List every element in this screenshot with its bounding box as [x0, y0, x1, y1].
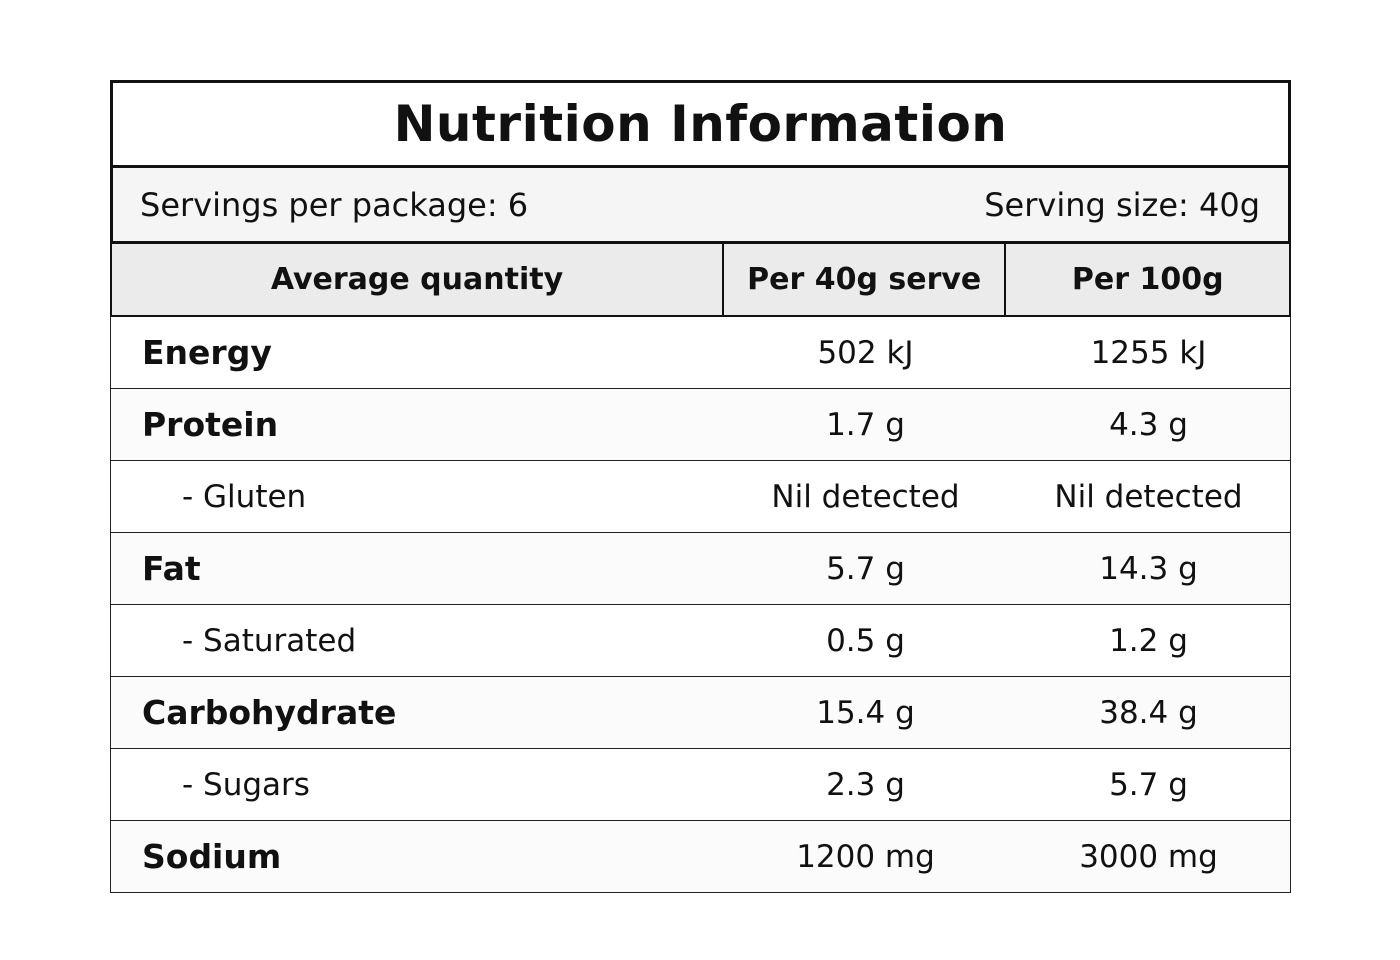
row-per-serve: 502 kJ [817, 334, 914, 371]
row-per-100g: 4.3 g [1109, 406, 1188, 443]
table-row: Protein 1.7 g 4.3 g [110, 389, 1291, 461]
row-label: - Gluten [182, 478, 307, 515]
row-label: Carbohydrate [142, 693, 397, 732]
row-label: Fat [142, 549, 201, 588]
row-per-100g: 3000 mg [1079, 838, 1218, 875]
title-box: Nutrition Information [110, 80, 1291, 168]
table-header: Average quantity Per 40g serve Per 100g [110, 244, 1291, 317]
table-row: - Sugars 2.3 g 5.7 g [110, 749, 1291, 821]
row-per-serve: 1200 mg [796, 838, 935, 875]
row-label: - Saturated [182, 622, 357, 659]
row-label: Protein [142, 405, 279, 444]
table-row: Carbohydrate 15.4 g 38.4 g [110, 677, 1291, 749]
row-per-serve: Nil detected [771, 478, 960, 515]
row-per-100g: Nil detected [1054, 478, 1243, 515]
row-per-serve: 15.4 g [816, 694, 915, 731]
row-per-100g: 1.2 g [1109, 622, 1188, 659]
table-row: - Gluten Nil detected Nil detected [110, 461, 1291, 533]
table-row: Sodium 1200 mg 3000 mg [110, 821, 1291, 893]
row-per-serve: 1.7 g [826, 406, 905, 443]
row-per-100g: 38.4 g [1099, 694, 1198, 731]
header-per-serve: Per 40g serve [724, 244, 1007, 315]
row-per-serve: 5.7 g [826, 550, 905, 587]
serving-size: Serving size: 40g [984, 185, 1260, 224]
row-per-100g: 1255 kJ [1090, 334, 1207, 371]
row-per-serve: 0.5 g [826, 622, 905, 659]
table-row: Energy 502 kJ 1255 kJ [110, 317, 1291, 389]
panel-title: Nutrition Information [393, 95, 1008, 153]
header-per-100g: Per 100g [1071, 262, 1224, 297]
table-row: - Saturated 0.5 g 1.2 g [110, 605, 1291, 677]
row-per-100g: 5.7 g [1109, 766, 1188, 803]
row-per-100g: 14.3 g [1099, 550, 1198, 587]
table-row: Fat 5.7 g 14.3 g [110, 533, 1291, 605]
header-average-quantity: Average quantity [112, 244, 724, 315]
nutrition-panel: Nutrition Information Servings per packa… [110, 80, 1291, 893]
row-label: - Sugars [182, 766, 310, 803]
row-label: Energy [142, 333, 272, 372]
row-per-serve: 2.3 g [826, 766, 905, 803]
servings-per-package: Servings per package: 6 [140, 185, 529, 224]
servings-bar: Servings per package: 6 Serving size: 40… [110, 168, 1291, 244]
row-label: Sodium [142, 837, 282, 876]
